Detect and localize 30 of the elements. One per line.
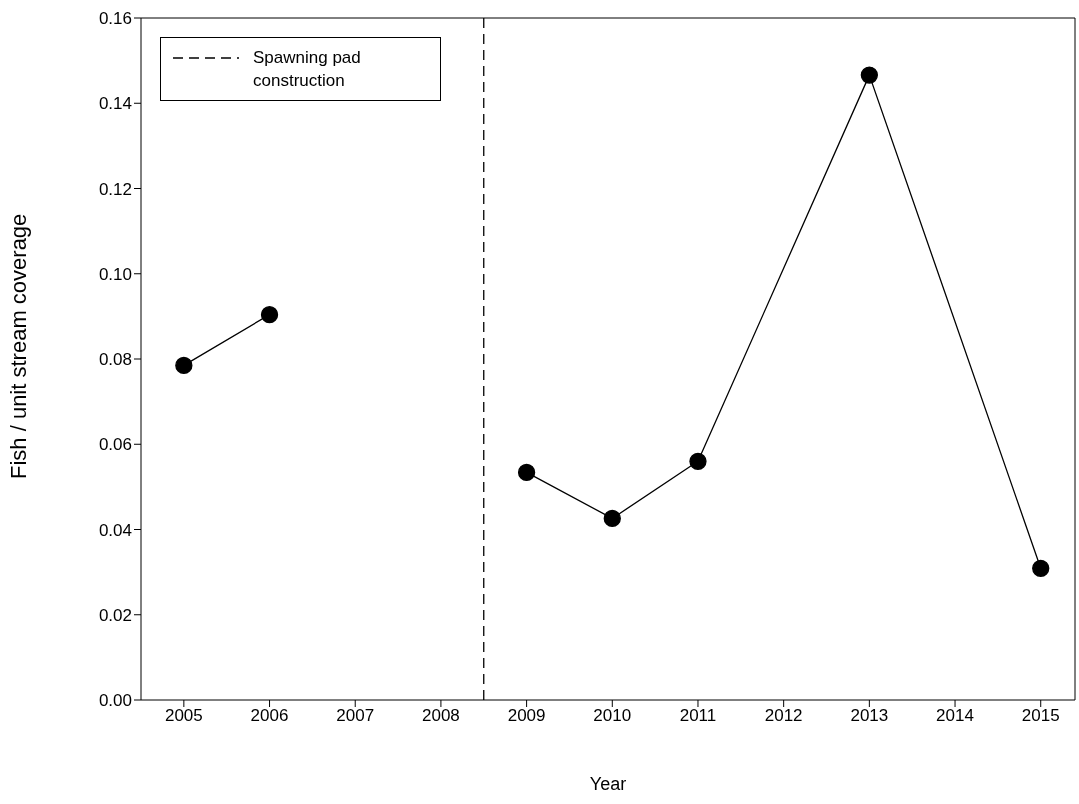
point — [260, 306, 279, 324]
x-tick-label: 2011 — [679, 706, 717, 726]
x-tick-label: 2009 — [507, 706, 546, 726]
x-tick-label: 2005 — [164, 706, 203, 726]
x-tick-label: 2015 — [1021, 706, 1060, 726]
x-tick-label: 2006 — [250, 706, 289, 726]
x-tick-label: 2010 — [593, 706, 632, 726]
y-tick-label: 0.14 — [98, 94, 132, 114]
x-tick-label: 2014 — [936, 706, 974, 726]
x-tick-label: 2008 — [421, 706, 460, 726]
x-tick-label: 2007 — [336, 706, 375, 726]
x-tick-label: 2012 — [764, 706, 803, 726]
y-tick-label: 0.00 — [98, 691, 132, 711]
y-tick-label: 0.02 — [98, 605, 132, 625]
point — [175, 356, 193, 375]
y-tick-label: 0.10 — [98, 264, 132, 284]
y-tick-label: 0.06 — [98, 435, 132, 455]
ref-line-label: Spawning pad construction — [253, 47, 362, 92]
y-axis-title: Fish / unit stream coverage — [5, 213, 31, 479]
y-tick-label: 0.16 — [98, 9, 132, 29]
point — [603, 509, 621, 528]
point — [860, 66, 878, 84]
point — [1032, 559, 1050, 577]
y-tick-label: 0.04 — [98, 520, 132, 540]
point — [517, 463, 536, 482]
x-axis-title: Year — [589, 774, 627, 794]
y-tick-label: 0.08 — [98, 350, 132, 370]
y-tick-label: 0.12 — [98, 179, 132, 199]
x-tick-label: 2013 — [850, 706, 889, 726]
point — [689, 452, 707, 470]
